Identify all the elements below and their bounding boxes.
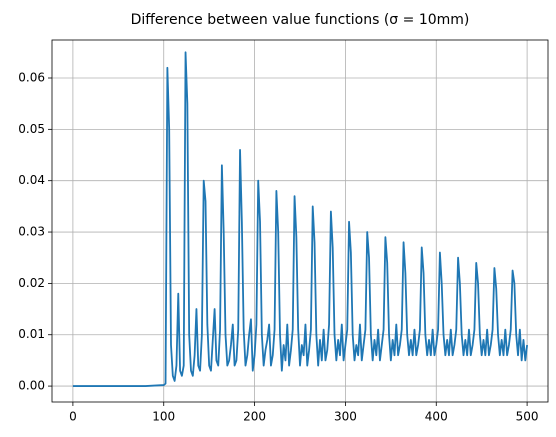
x-tick-label: 300 (334, 410, 357, 424)
y-tick-label: 0.03 (18, 225, 45, 239)
line-series (72, 51, 529, 387)
y-tick-label: 0.00 (18, 379, 45, 393)
axes-frame (51, 39, 549, 403)
y-tick-label: 0.04 (18, 173, 45, 187)
y-tick-label: 0.06 (18, 70, 45, 84)
y-tick-label: 0.05 (18, 122, 45, 136)
y-tick-label: 0.02 (18, 276, 45, 290)
chart-title: Difference between value functions (σ = … (131, 12, 470, 28)
x-tick-label: 400 (425, 410, 448, 424)
x-tick-label: 100 (152, 410, 175, 424)
x-tick-label: 0 (69, 410, 77, 424)
x-tick-label: 200 (243, 410, 266, 424)
x-tick-label: 500 (516, 410, 539, 424)
y-tick-label: 0.01 (18, 327, 45, 341)
